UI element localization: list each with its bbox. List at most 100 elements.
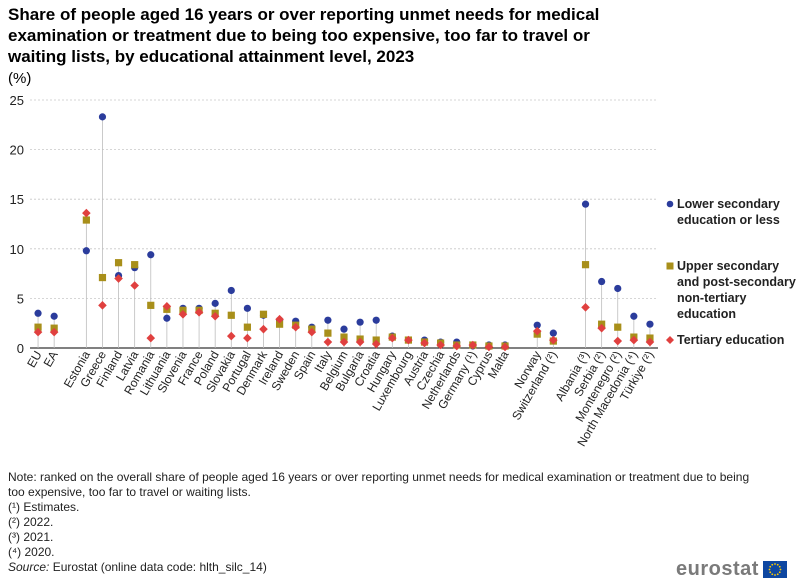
upper-secondary-point bbox=[34, 323, 42, 331]
flag-star bbox=[768, 568, 771, 571]
flag-star bbox=[774, 574, 776, 576]
flag-star bbox=[779, 568, 782, 571]
tertiary-point bbox=[532, 326, 542, 336]
source-line: Source: Eurostat (online data code: hlth… bbox=[8, 560, 768, 575]
tertiary-point bbox=[371, 339, 381, 349]
tertiary-point bbox=[436, 340, 445, 350]
lower-secondary-point bbox=[630, 312, 638, 320]
tertiary-point bbox=[162, 302, 172, 311]
note-2: (²) 2022. bbox=[8, 515, 54, 529]
lower-secondary-point bbox=[243, 304, 251, 312]
lower-secondary-point bbox=[549, 329, 557, 337]
lower-secondary-point bbox=[356, 318, 364, 326]
legend-label: Lower secondary education or less bbox=[677, 197, 780, 227]
note-1: (¹) Estimates. bbox=[8, 500, 80, 514]
upper-secondary-point bbox=[614, 323, 622, 331]
lower-secondary-point bbox=[340, 325, 348, 333]
upper-secondary-point bbox=[147, 301, 155, 309]
lower-secondary-point bbox=[324, 316, 332, 324]
legend: Lower secondary education or less Upper … bbox=[666, 196, 796, 358]
note-main: Note: ranked on the overall share of peo… bbox=[8, 470, 750, 499]
legend-label: Upper secondary and post-secondary non-t… bbox=[677, 259, 796, 321]
tertiary-point bbox=[130, 281, 139, 290]
note-3: (³) 2021. bbox=[8, 530, 54, 544]
tertiary-point bbox=[82, 208, 91, 218]
lower-secondary-point bbox=[598, 277, 606, 286]
tertiary-point bbox=[597, 323, 606, 333]
upper-secondary-point bbox=[243, 323, 251, 331]
tertiary-point bbox=[645, 337, 655, 347]
flag-star bbox=[776, 563, 779, 566]
flag-star bbox=[771, 573, 774, 576]
legend-item-tertiary: Tertiary education bbox=[666, 332, 796, 348]
tertiary-point bbox=[259, 324, 268, 334]
y-tick-label: 20 bbox=[10, 143, 24, 158]
tertiary-point bbox=[243, 333, 252, 343]
legend-item-lower-secondary: Lower secondary education or less bbox=[666, 196, 796, 228]
lower-secondary-point bbox=[614, 284, 622, 293]
tertiary-point bbox=[291, 322, 300, 332]
y-tick-label: 10 bbox=[10, 242, 24, 257]
y-tick-label: 15 bbox=[10, 192, 24, 207]
flag-star bbox=[769, 565, 772, 568]
tertiary-point bbox=[307, 327, 317, 337]
lower-secondary-point bbox=[163, 314, 171, 322]
upper-secondary-point bbox=[275, 320, 284, 328]
tertiary-point bbox=[388, 333, 397, 343]
flag-star bbox=[778, 565, 781, 568]
lower-secondary-point bbox=[533, 321, 541, 329]
legend-label: Tertiary education bbox=[677, 333, 785, 347]
lower-secondary-point bbox=[50, 312, 58, 320]
y-axis-unit: (%) bbox=[8, 70, 32, 87]
chart-title: Share of people aged 16 years or over re… bbox=[8, 5, 600, 66]
tertiary-point bbox=[33, 327, 43, 337]
tertiary-point bbox=[98, 301, 107, 310]
lower-secondary-point bbox=[147, 251, 155, 259]
lower-secondary-point bbox=[34, 309, 42, 317]
upper-secondary-point bbox=[259, 310, 268, 318]
upper-secondary-point bbox=[340, 333, 348, 341]
tertiary-point bbox=[210, 311, 220, 321]
tertiary-point bbox=[323, 337, 333, 347]
flag-star bbox=[771, 563, 774, 566]
tertiary-point bbox=[613, 336, 623, 346]
flag-star bbox=[774, 563, 776, 565]
lower-secondary-point bbox=[98, 113, 107, 121]
diamond-marker-icon bbox=[666, 336, 674, 344]
legend-item-upper-secondary: Upper secondary and post-secondary non-t… bbox=[666, 258, 796, 322]
square-marker-icon bbox=[666, 262, 674, 270]
tertiary-point bbox=[49, 327, 59, 337]
x-tick-label: EA bbox=[41, 349, 61, 370]
tertiary-point bbox=[404, 335, 413, 345]
source-text: Eurostat (online data code: hlth_silc_14… bbox=[49, 560, 267, 574]
tertiary-point bbox=[339, 337, 349, 347]
lower-secondary-point bbox=[646, 320, 654, 328]
upper-secondary-point bbox=[114, 259, 123, 267]
tertiary-point bbox=[549, 335, 558, 345]
tertiary-point bbox=[629, 335, 639, 345]
tertiary-point bbox=[355, 337, 365, 347]
flag-star bbox=[778, 571, 781, 574]
tertiary-point bbox=[484, 342, 494, 352]
lower-secondary-point bbox=[82, 247, 90, 255]
upper-secondary-point bbox=[131, 261, 139, 269]
upper-secondary-point bbox=[82, 216, 90, 224]
logo-text: eurostat bbox=[676, 558, 759, 580]
circle-marker-icon bbox=[666, 200, 674, 208]
tertiary-point bbox=[468, 340, 478, 350]
lower-secondary-point bbox=[581, 200, 590, 208]
upper-secondary-point bbox=[227, 311, 235, 319]
eu-flag-icon bbox=[762, 561, 787, 578]
tertiary-point bbox=[452, 341, 462, 351]
lower-secondary-point bbox=[372, 316, 380, 324]
y-tick-label: 0 bbox=[17, 341, 24, 356]
tertiary-point bbox=[226, 331, 236, 341]
lower-secondary-point bbox=[211, 299, 219, 307]
tertiary-point bbox=[420, 338, 429, 348]
tertiary-point bbox=[178, 309, 188, 319]
lower-secondary-point bbox=[227, 286, 235, 295]
source-label: Source: bbox=[8, 560, 50, 574]
tertiary-point bbox=[114, 274, 123, 283]
y-tick-label: 5 bbox=[17, 291, 24, 306]
